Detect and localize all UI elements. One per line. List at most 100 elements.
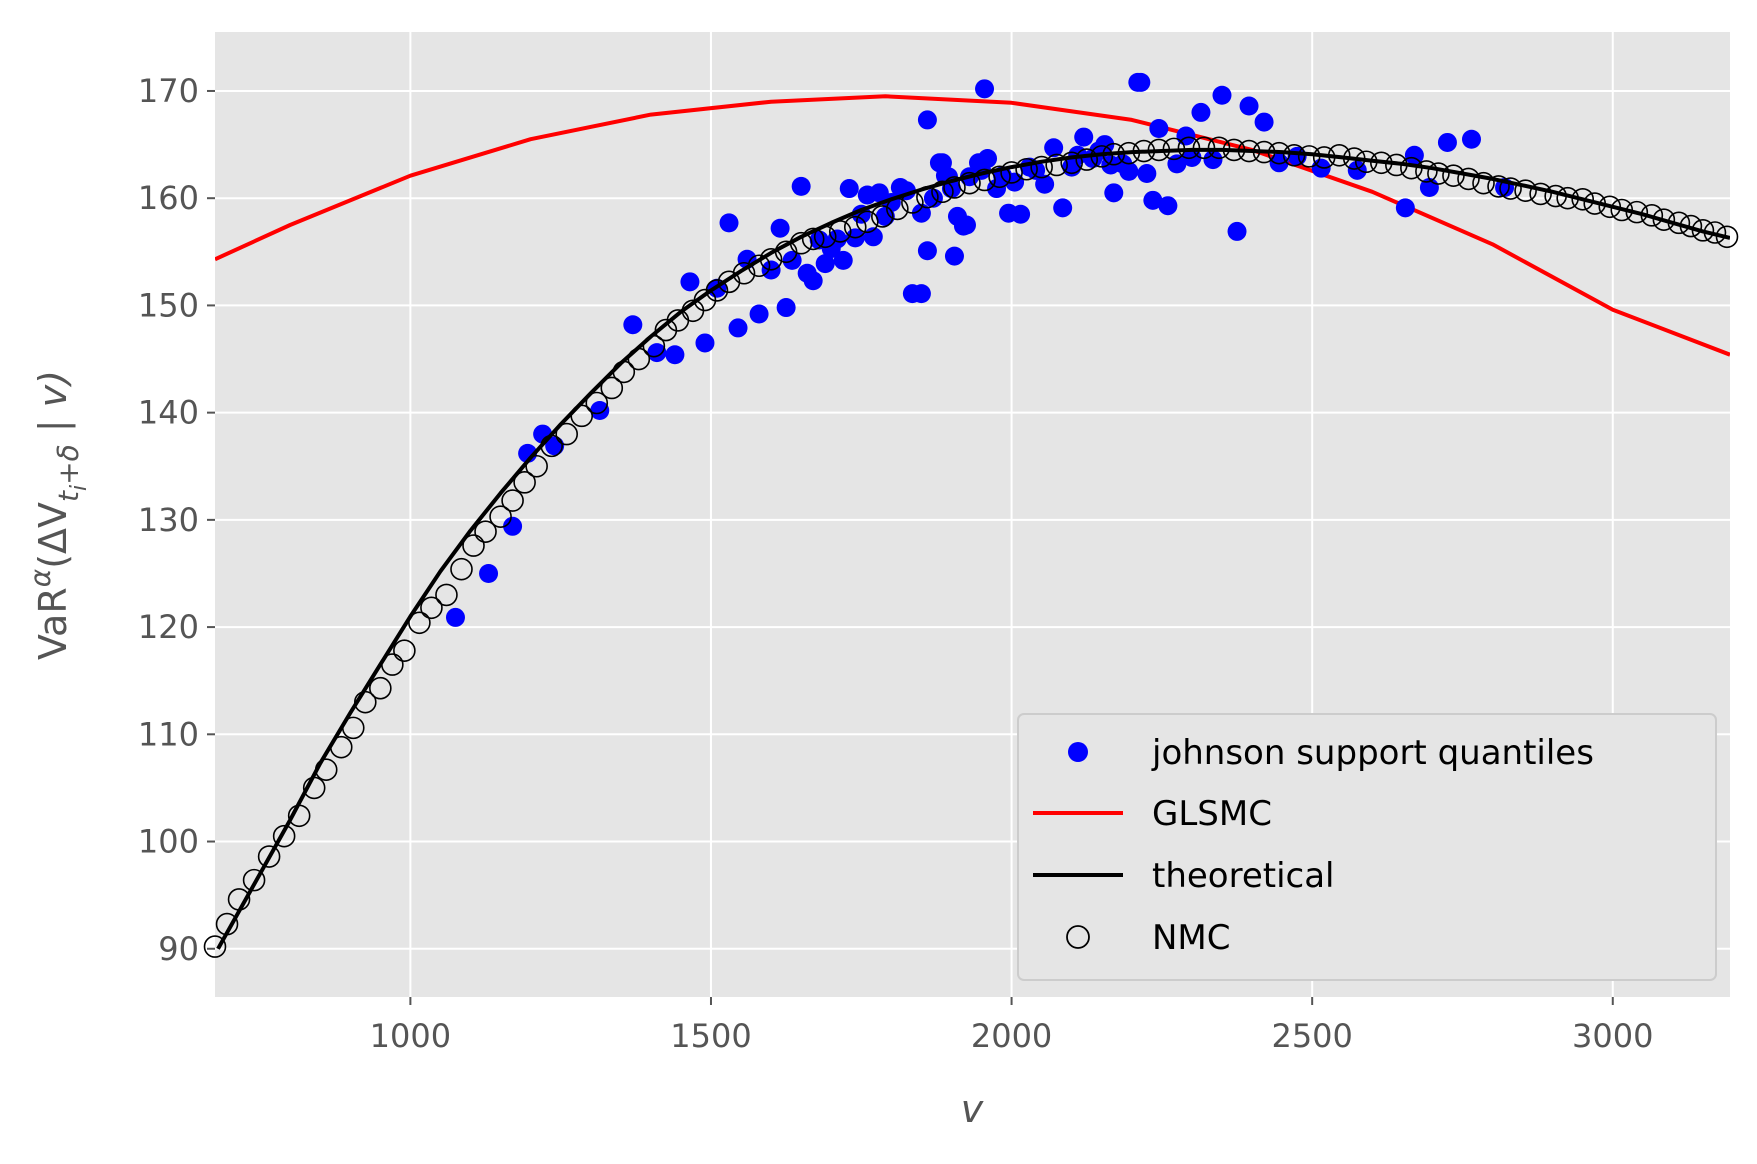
- x-tick-label: 1500: [670, 1017, 751, 1055]
- johnson-point: [1137, 164, 1157, 184]
- x-tick-label: 1000: [370, 1017, 451, 1055]
- johnson-point: [1149, 119, 1169, 138]
- johnson-point: [1203, 150, 1223, 170]
- johnson-point: [1053, 198, 1073, 218]
- nmc-point: [931, 180, 954, 204]
- nmc-point: [1415, 160, 1438, 183]
- nmc-point: [759, 248, 783, 271]
- nmc-point: [1327, 144, 1351, 167]
- nmc-point: [1192, 136, 1216, 160]
- nmc-point: [1400, 156, 1423, 180]
- nmc-point: [1703, 221, 1727, 244]
- nmc-point: [973, 168, 996, 192]
- nmc-point: [1312, 146, 1336, 169]
- johnson-point: [1227, 221, 1247, 241]
- nmc-point: [988, 165, 1011, 189]
- nmc-point: [1514, 179, 1537, 202]
- nmc-point: [1610, 198, 1634, 222]
- nmc-point: [871, 205, 894, 228]
- nmc-point: [1529, 182, 1552, 206]
- johnson-point: [749, 304, 769, 324]
- nmc-point: [1544, 184, 1567, 208]
- nmc-point: [717, 270, 741, 294]
- grid: [215, 32, 1730, 997]
- johnson-point: [647, 343, 667, 363]
- johnson-point: [1035, 174, 1055, 194]
- johnson-point: [978, 149, 998, 169]
- nmc-point: [1237, 139, 1261, 163]
- nmc-point: [1132, 139, 1156, 163]
- nmc-point: [525, 454, 548, 478]
- nmc-point: [203, 935, 227, 958]
- nmc-point: [1715, 225, 1739, 249]
- y-tick-label: 150: [138, 286, 199, 324]
- y-tick-label: 160: [138, 179, 199, 217]
- johnson-point: [1143, 190, 1163, 210]
- johnson-point: [445, 607, 465, 627]
- johnson-point: [1395, 198, 1415, 218]
- nmc-point: [600, 376, 624, 400]
- theoretical-line: [216, 147, 1730, 950]
- nmc-point: [732, 261, 756, 285]
- nmc-point: [381, 653, 404, 676]
- nmc-point: [1342, 147, 1366, 170]
- johnson-point: [728, 318, 748, 338]
- johnson-point: [1191, 102, 1211, 122]
- johnson-point: [503, 516, 523, 536]
- nmc-point: [314, 758, 338, 781]
- nmc-point: [943, 176, 966, 199]
- y-tick-label: 130: [138, 501, 199, 539]
- y-axis-label: VaRα(ΔVti+δ | v): [24, 370, 92, 660]
- nmc-point: [1090, 145, 1114, 168]
- johnson-point: [917, 241, 937, 261]
- nmc-point: [627, 347, 651, 371]
- nmc-point: [555, 422, 578, 446]
- johnson-point: [479, 563, 499, 583]
- legend-marker-johnson: [1068, 742, 1088, 762]
- nmc-point: [1556, 186, 1579, 210]
- nmc-point: [215, 912, 239, 936]
- johnson-point: [911, 284, 931, 304]
- nmc-point: [1252, 140, 1276, 164]
- nmc-point: [813, 225, 837, 249]
- johnson-point: [695, 333, 715, 353]
- johnson-point: [833, 250, 853, 270]
- johnson-point: [770, 218, 790, 238]
- johnson-point: [1254, 112, 1274, 132]
- johnson-point: [1239, 96, 1259, 116]
- nmc-point: [408, 611, 431, 635]
- nmc-point: [1222, 138, 1246, 162]
- nmc-point: [958, 171, 981, 195]
- johnson-point: [1437, 132, 1457, 152]
- johnson-point: [791, 176, 811, 196]
- nmc-point: [1354, 150, 1378, 174]
- nmc-point: [257, 845, 281, 868]
- x-axis-label: v: [961, 1087, 984, 1131]
- johnson-point: [1104, 183, 1124, 203]
- johnson-point: [911, 203, 931, 223]
- nmc-point: [1472, 171, 1495, 195]
- nmc-point: [435, 583, 458, 607]
- johnson-point: [1011, 204, 1031, 224]
- nmc-point: [1147, 138, 1171, 162]
- johnson-point: [803, 271, 823, 291]
- nmc-point: [302, 776, 326, 800]
- nmc-point: [1598, 195, 1622, 219]
- nmc-point: [242, 868, 266, 892]
- legend-label-nmc: NMC: [1152, 918, 1231, 958]
- nmc-point: [1679, 214, 1703, 238]
- nmc-point: [801, 227, 825, 251]
- nmc-point: [1207, 136, 1231, 160]
- nmc-point: [227, 888, 251, 911]
- nmc-point: [705, 279, 729, 302]
- nmc-point: [1045, 153, 1068, 177]
- nmc-point: [540, 434, 563, 458]
- x-tick-label: 2000: [971, 1017, 1052, 1055]
- nmc-point: [1499, 177, 1522, 200]
- nmc-point: [1060, 151, 1083, 175]
- johnson-point: [776, 298, 796, 318]
- nmc-point: [1640, 204, 1664, 227]
- johnson-point: [1461, 129, 1481, 149]
- johnson-point: [665, 345, 685, 365]
